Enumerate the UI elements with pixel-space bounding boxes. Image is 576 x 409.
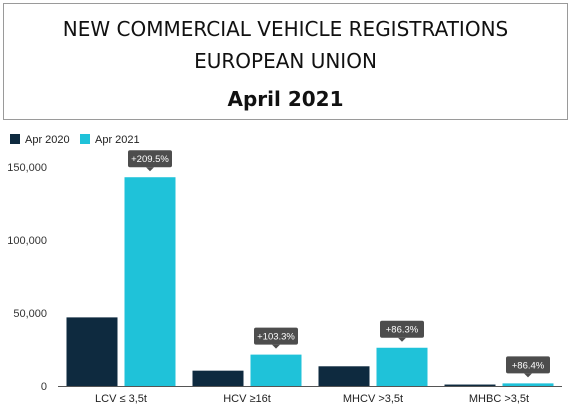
bar-apr2021	[250, 354, 302, 386]
x-tick-label: LCV ≤ 3,5t	[95, 393, 147, 405]
bar-apr2021	[376, 347, 428, 386]
callout-pointer	[146, 167, 154, 172]
y-tick-label: 100,000	[7, 235, 47, 247]
legend-label: Apr 2021	[95, 134, 140, 146]
x-tick-label: HCV ≥16t	[223, 393, 271, 405]
bar-apr2020	[66, 317, 118, 386]
x-tick-label: MHBC >3,5t	[469, 393, 529, 405]
bar-apr2021	[124, 177, 176, 386]
bar-apr2021	[502, 383, 554, 386]
bar-apr2020	[192, 370, 244, 386]
bar-apr2020	[318, 366, 370, 386]
legend-label: Apr 2020	[25, 134, 70, 146]
x-tick-label: MHCV >3,5t	[343, 393, 403, 405]
callout-box	[380, 320, 424, 338]
chart-title: NEW COMMERCIAL VEHICLE REGISTRATIONS	[62, 17, 509, 41]
chart-period: April 2021	[227, 87, 344, 111]
callout-pointer	[398, 337, 406, 342]
callout-label: +209.5%	[131, 154, 169, 165]
callout-box	[128, 150, 172, 168]
y-tick-label: 50,000	[13, 308, 47, 320]
callout-label: +86.4%	[512, 360, 545, 371]
legend-swatch	[10, 134, 20, 144]
y-tick-label: 0	[41, 381, 47, 393]
y-tick-label: 150,000	[7, 162, 47, 174]
callout-pointer	[524, 373, 532, 378]
callout-pointer	[272, 344, 280, 349]
callout-label: +103.3%	[257, 332, 295, 343]
chart-subtitle: EUROPEAN UNION	[194, 49, 377, 73]
legend-swatch	[80, 134, 90, 144]
callout-label: +86.3%	[386, 325, 419, 336]
callout-box	[254, 327, 298, 345]
callout-box	[506, 356, 550, 374]
bar-apr2020	[444, 384, 496, 386]
title-box: NEW COMMERCIAL VEHICLE REGISTRATIONS EUR…	[3, 3, 568, 120]
